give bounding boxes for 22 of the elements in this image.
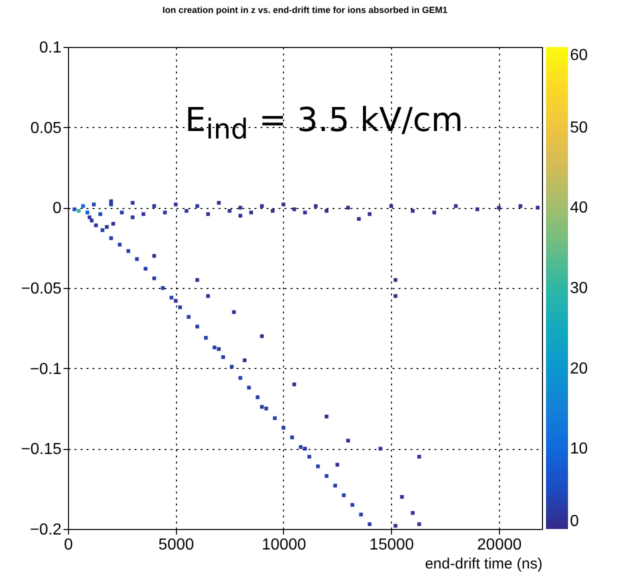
color-bar-label: 10 bbox=[570, 440, 588, 458]
x-tick-label: 0 bbox=[64, 536, 74, 554]
color-bar-label: 60 bbox=[570, 47, 588, 64]
y-tick-label: −0.2 bbox=[30, 522, 62, 538]
color-bar-label: 50 bbox=[570, 119, 588, 136]
annotation: E$_{ind}$ = 3.5 kV/cm bbox=[185, 100, 464, 146]
color-bar-label: 40 bbox=[570, 200, 588, 217]
color-bar-label: 0 bbox=[570, 513, 579, 530]
y-tick-label: −0.15 bbox=[21, 441, 62, 458]
color-bar-label: 20 bbox=[570, 360, 588, 378]
y-tick-label: −0.1 bbox=[30, 360, 62, 378]
x-tick-label: 15000 bbox=[369, 536, 414, 554]
y-tick-label: 0 bbox=[52, 200, 62, 218]
y-tick-label: −0.05 bbox=[21, 280, 62, 298]
x-tick-label: 10000 bbox=[262, 536, 306, 554]
x-axis-title: end-drift time (ns) bbox=[424, 556, 542, 572]
color-bar-label: 30 bbox=[570, 280, 588, 297]
x-tick-label: 5000 bbox=[158, 536, 194, 554]
x-tick-label: 20000 bbox=[477, 536, 522, 554]
y-tick-label: 0.1 bbox=[39, 40, 62, 56]
y-tick-label: 0.05 bbox=[30, 120, 62, 137]
chart-title: Ion creation point in z vs. end-drift time for ions absorbed in GEM1 bbox=[162, 5, 448, 15]
